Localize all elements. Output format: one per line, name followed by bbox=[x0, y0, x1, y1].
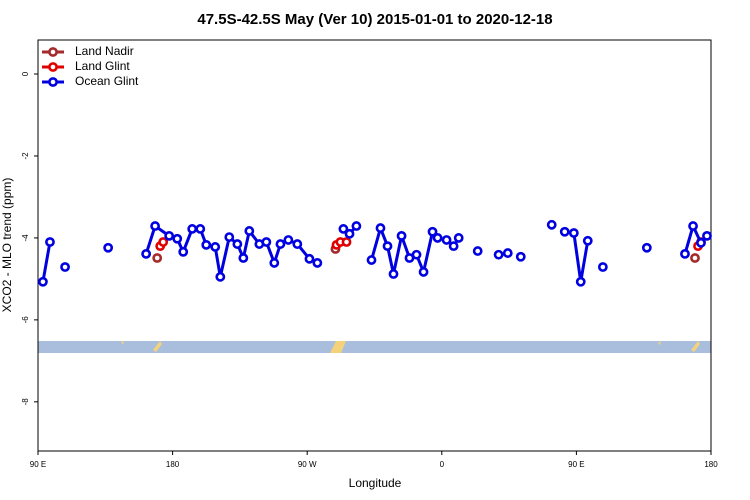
data-point bbox=[696, 237, 706, 248]
data-point bbox=[152, 253, 163, 263]
data-point bbox=[396, 230, 407, 241]
data-point bbox=[441, 235, 452, 245]
y-tick-label: -4 bbox=[21, 234, 30, 242]
data-point bbox=[453, 233, 464, 243]
data-point bbox=[224, 232, 235, 242]
data-point bbox=[448, 241, 459, 252]
data-point bbox=[172, 233, 183, 244]
data-point bbox=[283, 235, 294, 245]
data-point bbox=[341, 237, 352, 247]
data-point bbox=[351, 221, 362, 231]
data-point bbox=[201, 239, 212, 250]
legend-marker bbox=[48, 62, 58, 72]
data-point bbox=[411, 249, 422, 260]
data-point bbox=[158, 237, 169, 247]
data-point bbox=[215, 271, 226, 282]
x-axis-label: Longitude bbox=[349, 476, 402, 490]
data-point bbox=[388, 269, 399, 279]
data-point bbox=[304, 253, 315, 264]
data-point bbox=[178, 246, 189, 257]
x-tick-label: 90 W bbox=[298, 460, 317, 469]
plot-frame bbox=[37, 39, 712, 452]
data-point bbox=[238, 253, 249, 263]
legend-label: Land Nadir bbox=[75, 44, 134, 58]
land-patch bbox=[153, 341, 162, 352]
data-point bbox=[382, 241, 393, 252]
data-point bbox=[244, 226, 255, 236]
data-point bbox=[582, 235, 593, 246]
data-point bbox=[338, 224, 349, 234]
data-point bbox=[261, 237, 272, 247]
data-point bbox=[312, 258, 323, 268]
legend-label: Land Glint bbox=[75, 59, 130, 73]
data-point bbox=[141, 249, 152, 259]
data-point bbox=[418, 267, 429, 277]
legend-label: Ocean Glint bbox=[75, 74, 139, 88]
x-tick-label: 90 E bbox=[568, 460, 584, 469]
data-point bbox=[702, 230, 712, 241]
map-strip bbox=[38, 341, 711, 353]
data-point bbox=[427, 226, 438, 237]
data-point bbox=[275, 239, 286, 249]
data-point bbox=[568, 228, 579, 238]
data-point bbox=[195, 224, 206, 234]
data-point bbox=[45, 237, 55, 247]
land-patch bbox=[330, 341, 346, 353]
data-point bbox=[493, 249, 504, 260]
data-point bbox=[546, 219, 557, 230]
data-point bbox=[688, 221, 698, 231]
data-point bbox=[232, 239, 243, 249]
land-patch bbox=[691, 341, 700, 352]
data-point bbox=[164, 230, 175, 241]
data-point bbox=[150, 221, 161, 231]
data-point bbox=[269, 258, 280, 268]
y-tick-label: -8 bbox=[21, 398, 30, 406]
data-point bbox=[366, 255, 377, 265]
data-point bbox=[103, 242, 114, 253]
data-point bbox=[187, 224, 198, 234]
land-patch bbox=[121, 341, 124, 345]
chart-title: 47.5S-42.5S May (Ver 10) 2015-01-01 to 2… bbox=[197, 11, 552, 28]
data-point bbox=[597, 262, 608, 272]
legend-marker bbox=[48, 77, 58, 87]
y-axis-label: XCO2 - MLO trend (ppm) bbox=[0, 178, 14, 313]
data-point bbox=[559, 226, 570, 237]
data-point bbox=[502, 248, 513, 258]
data-point bbox=[375, 223, 386, 233]
data-point bbox=[344, 228, 355, 239]
data-point bbox=[210, 242, 221, 252]
data-point bbox=[690, 253, 700, 263]
x-tick-label: 90 E bbox=[30, 460, 46, 469]
data-point bbox=[60, 262, 70, 272]
data-point bbox=[680, 249, 690, 259]
x-tick-label: 180 bbox=[166, 460, 180, 469]
legend-marker bbox=[48, 47, 58, 57]
x-tick-label: 180 bbox=[704, 460, 718, 469]
data-point bbox=[641, 242, 652, 253]
ocean-strip bbox=[38, 341, 711, 353]
y-tick-label: -2 bbox=[21, 152, 30, 160]
data-point bbox=[575, 276, 586, 287]
data-point bbox=[515, 251, 526, 262]
data-point bbox=[432, 233, 443, 243]
land-patch bbox=[658, 341, 661, 345]
data-point bbox=[38, 276, 48, 287]
data-point bbox=[292, 239, 303, 249]
y-tick-label: 0 bbox=[21, 71, 30, 76]
y-tick-label: -6 bbox=[21, 316, 30, 324]
x-tick-label: 0 bbox=[440, 460, 445, 469]
data-point bbox=[472, 246, 483, 256]
